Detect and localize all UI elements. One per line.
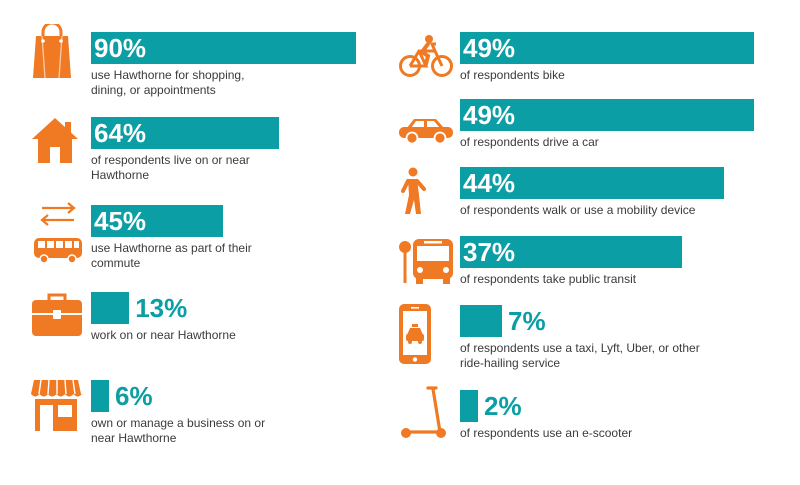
stat-percent: 44% <box>463 168 516 198</box>
stat-bar <box>91 117 280 149</box>
stat-bar <box>460 32 754 64</box>
stat-percent: 37% <box>463 237 516 267</box>
commute-bus-icon <box>30 202 86 269</box>
storefront-icon <box>30 378 82 437</box>
stat-bar <box>91 292 130 324</box>
stat-percent: 49% <box>463 100 516 130</box>
stat-bar <box>91 380 109 412</box>
stat-bar <box>460 390 478 422</box>
stat-percent: 13% <box>135 293 188 323</box>
car-icon <box>398 115 454 150</box>
stat-description: of respondents use an e-scooter <box>460 426 633 440</box>
stat-bar <box>91 205 224 237</box>
stat-description: work on or near Hawthorne <box>91 328 236 342</box>
stat-percent: 49% <box>463 33 516 63</box>
stat-description: own or manage a business on or near Hawt… <box>91 416 266 445</box>
briefcase-icon <box>30 292 84 343</box>
house-icon <box>30 115 80 170</box>
stat-description: of respondents walk or use a mobility de… <box>460 203 696 217</box>
stat-bar <box>460 99 754 131</box>
rideshare-phone-icon <box>398 303 432 370</box>
bicycle-icon <box>398 34 454 83</box>
stat-bar <box>460 305 502 337</box>
stat-description: use Hawthorne as part of their commute <box>91 241 252 270</box>
stat-bar <box>460 167 724 199</box>
stat-description: of respondents drive a car <box>460 135 599 149</box>
stat-bar <box>91 32 356 64</box>
pedestrian-icon <box>398 167 426 222</box>
stat-percent: 2% <box>484 391 522 421</box>
stat-description: use Hawthorne for shopping, dining, or a… <box>91 68 245 97</box>
e-scooter-icon <box>398 385 448 446</box>
stat-percent: 90% <box>94 33 147 63</box>
stat-description: of respondents take public transit <box>460 272 637 286</box>
stat-percent: 64% <box>94 118 147 148</box>
bus-stop-icon <box>398 237 456 290</box>
shopping-bag-icon <box>30 21 74 85</box>
stat-bar <box>460 236 682 268</box>
stat-percent: 7% <box>508 306 546 336</box>
stat-description: of respondents bike <box>460 68 565 82</box>
stat-description: of respondents use a taxi, Lyft, Uber, o… <box>460 341 700 370</box>
stat-description: of respondents live on or near Hawthorne <box>91 153 250 182</box>
stat-percent: 45% <box>94 206 147 236</box>
stat-percent: 6% <box>115 381 153 411</box>
